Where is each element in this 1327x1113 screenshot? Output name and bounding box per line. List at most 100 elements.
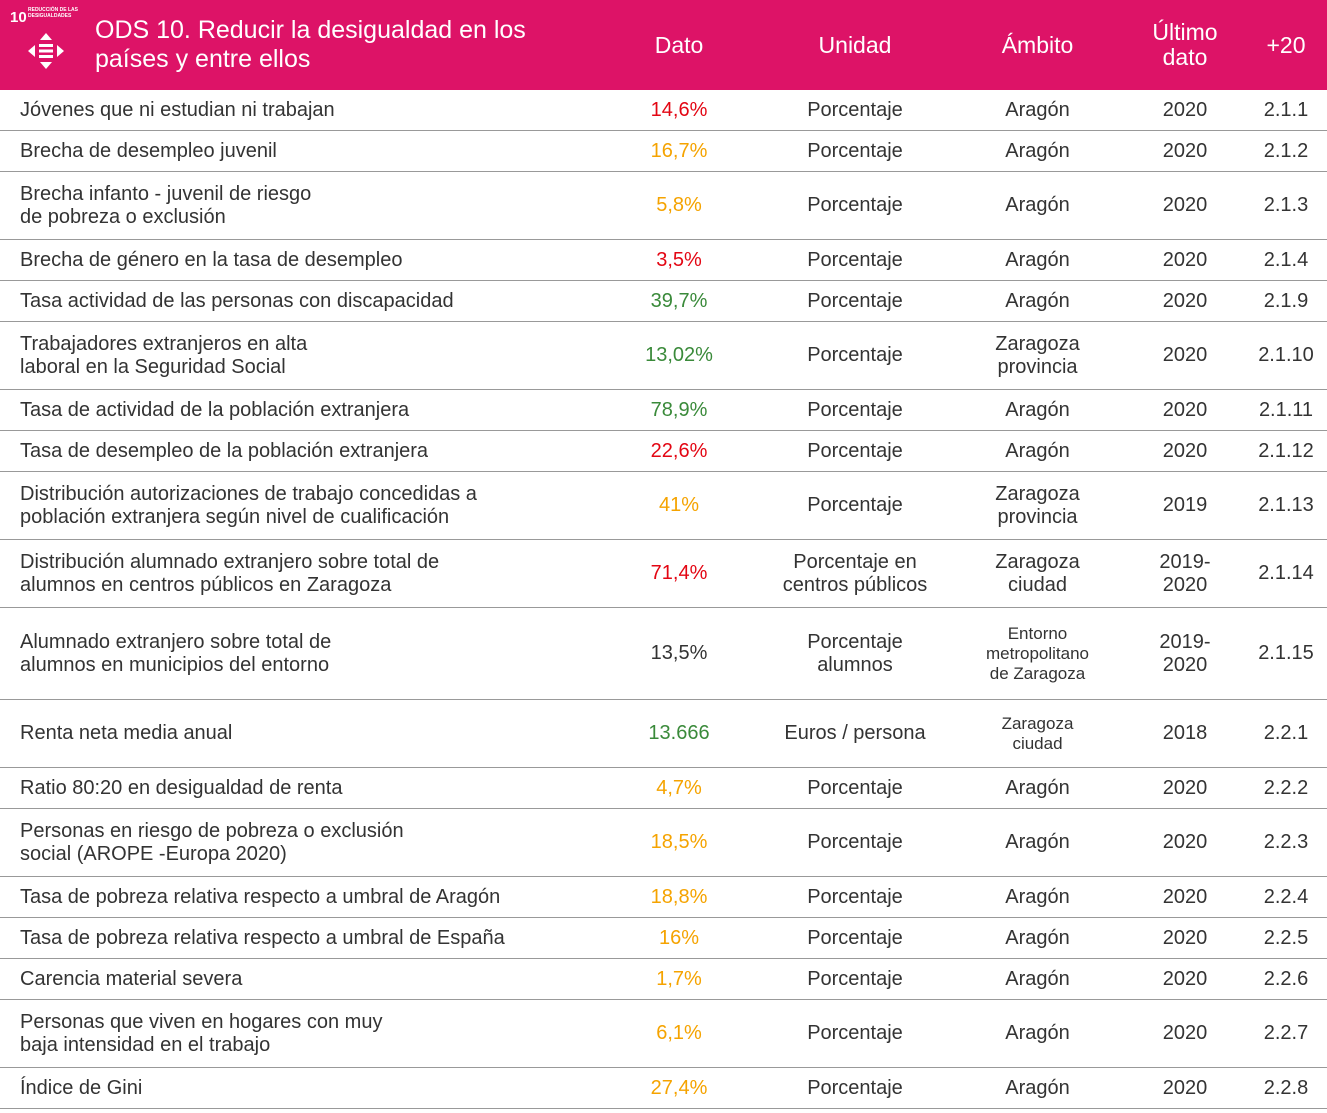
- reference: 2.2.4: [1263, 885, 1309, 908]
- indicator: Brecha de desempleo juvenil: [20, 139, 277, 162]
- indicator: Tasa de pobreza relativa respecto a umbr…: [20, 926, 505, 949]
- last-year: 2020: [1162, 776, 1208, 799]
- table-row: Brecha infanto - juvenil de riesgo de po…: [0, 172, 1327, 240]
- value: 3,5%: [656, 248, 702, 271]
- unit: Porcentaje: [807, 1022, 903, 1044]
- table-row: Brecha de género en la tasa de desempleo…: [0, 240, 1327, 281]
- indicator: Personas que viven en hogares con muy ba…: [20, 1010, 383, 1056]
- reference: 2.1.10: [1258, 344, 1314, 366]
- table-row: Tasa de pobreza relativa respecto a umbr…: [0, 918, 1327, 959]
- scope: Entorno metropolitano de Zaragoza: [985, 623, 1089, 683]
- value: 18,8%: [650, 885, 708, 908]
- table-row: Brecha de desempleo juvenil 16,7% Porcenta…: [0, 131, 1327, 172]
- value: 78,9%: [650, 398, 708, 421]
- value: 5,8%: [656, 194, 702, 216]
- unit: Porcentaje: [807, 494, 903, 516]
- last-year: 2019- 2020: [1159, 630, 1211, 676]
- scope: Aragón: [1005, 1076, 1070, 1099]
- reference: 2.2.2: [1263, 776, 1309, 799]
- indicator: Tasa de pobreza relativa respecto a umbr…: [20, 885, 501, 908]
- unit: Porcentaje: [807, 289, 903, 312]
- indicator: Tasa actividad de las personas con disca…: [20, 289, 454, 312]
- table-row: Distribución alumnado extranjero sobre t…: [0, 540, 1327, 608]
- value: 14,6%: [650, 98, 708, 121]
- reference: 2.1.4: [1263, 248, 1309, 271]
- reference: 2.1.12: [1258, 439, 1314, 462]
- value: 13.666: [648, 722, 710, 744]
- value: 4,7%: [656, 776, 702, 799]
- indicator: Carencia material severa: [20, 967, 243, 990]
- table-row: Ratio 80:20 en desigualdad de renta 4,7% P…: [0, 768, 1327, 809]
- last-year: 2019- 2020: [1159, 550, 1211, 596]
- table-row: Tasa de pobreza relativa respecto a umbr…: [0, 877, 1327, 918]
- table-row: Renta neta media anual 13.666 Euros / pers…: [0, 700, 1327, 768]
- unit: Porcentaje: [807, 1076, 903, 1099]
- last-year: 2020: [1162, 885, 1208, 908]
- scope: Aragón: [1005, 248, 1070, 271]
- last-year: 2020: [1162, 344, 1208, 366]
- indicator: Tasa de desempleo de la población extran…: [20, 439, 429, 462]
- header-title: ODS 10. Reducir la desigualdad en los pa…: [95, 16, 526, 73]
- scope: Aragón: [1005, 194, 1070, 216]
- reference: 2.2.1: [1263, 722, 1309, 744]
- reference: 2.1.15: [1258, 642, 1314, 664]
- column-header: Último dato: [1152, 19, 1218, 70]
- last-year: 2020: [1162, 1076, 1208, 1099]
- unit: Porcentaje: [807, 98, 903, 121]
- last-year: 2020: [1162, 289, 1208, 312]
- reference: 2.1.11: [1258, 398, 1314, 421]
- last-year: 2020: [1162, 831, 1208, 853]
- last-year: 2020: [1162, 439, 1208, 462]
- last-year: 2020: [1162, 98, 1208, 121]
- last-year: 2020: [1162, 194, 1208, 216]
- scope: Aragón: [1005, 139, 1070, 162]
- unit: Porcentaje: [807, 776, 903, 799]
- value: 13,02%: [645, 344, 713, 366]
- value: 18,5%: [650, 831, 708, 853]
- icon-graphic: [28, 33, 64, 69]
- unit: Porcentaje: [807, 885, 903, 908]
- last-year: 2020: [1162, 967, 1208, 990]
- column-header: Dato: [654, 31, 704, 58]
- reference: 2.2.5: [1263, 926, 1309, 949]
- last-year: 2020: [1162, 139, 1208, 162]
- indicator: Distribución alumnado extranjero sobre t…: [20, 550, 440, 596]
- table-row: Índice de Gini 27,4% Porcentaje Aragón 2020 2…: [0, 1068, 1327, 1109]
- scope: Zaragoza ciudad: [995, 550, 1080, 596]
- last-year: 2020: [1162, 926, 1208, 949]
- table-row: Trabajadores extranjeros en alta laboral…: [0, 322, 1327, 390]
- value: 22,6%: [650, 439, 708, 462]
- value: 39,7%: [650, 289, 708, 312]
- indicator: Distribución autorizaciones de trabajo c…: [20, 482, 477, 528]
- unit: Euros / persona: [784, 722, 926, 744]
- unit: Porcentaje: [807, 248, 903, 271]
- indicator: Índice de Gini: [20, 1076, 143, 1099]
- scope: Aragón: [1005, 289, 1070, 312]
- last-year: 2020: [1162, 248, 1208, 271]
- unit: Porcentaje: [807, 926, 903, 949]
- scope: Zaragoza ciudad: [1001, 713, 1074, 753]
- reference: 2.2.6: [1263, 967, 1309, 990]
- table-row: Tasa actividad de las personas con disca…: [0, 281, 1327, 322]
- indicator: Tasa de actividad de la población extran…: [20, 398, 410, 421]
- reference: 2.1.3: [1263, 194, 1309, 216]
- indicator: Brecha infanto - juvenil de riesgo de po…: [20, 182, 312, 228]
- icon-caption: REDUCCIÓN DE LAS DESIGUALDADES: [28, 7, 79, 19]
- column-header: Unidad: [818, 31, 892, 58]
- reference: 2.2.8: [1263, 1076, 1309, 1099]
- unit: Porcentaje: [807, 831, 903, 853]
- scope: Aragón: [1005, 98, 1070, 121]
- unit: Porcentaje en centros públicos: [782, 550, 928, 596]
- table-row: Jóvenes que ni estudian ni trabajan 14,6%…: [0, 90, 1327, 131]
- unit: Porcentaje: [807, 344, 903, 366]
- unit: Porcentaje: [807, 139, 903, 162]
- scope: Zaragoza provincia: [995, 482, 1080, 528]
- scope: Aragón: [1005, 398, 1070, 421]
- table-row: Tasa de desempleo de la población extran…: [0, 431, 1327, 472]
- unit: Porcentaje: [807, 967, 903, 990]
- unit: Porcentaje: [807, 439, 903, 462]
- unit: Porcentaje: [807, 194, 903, 216]
- reference: 2.1.14: [1258, 562, 1314, 584]
